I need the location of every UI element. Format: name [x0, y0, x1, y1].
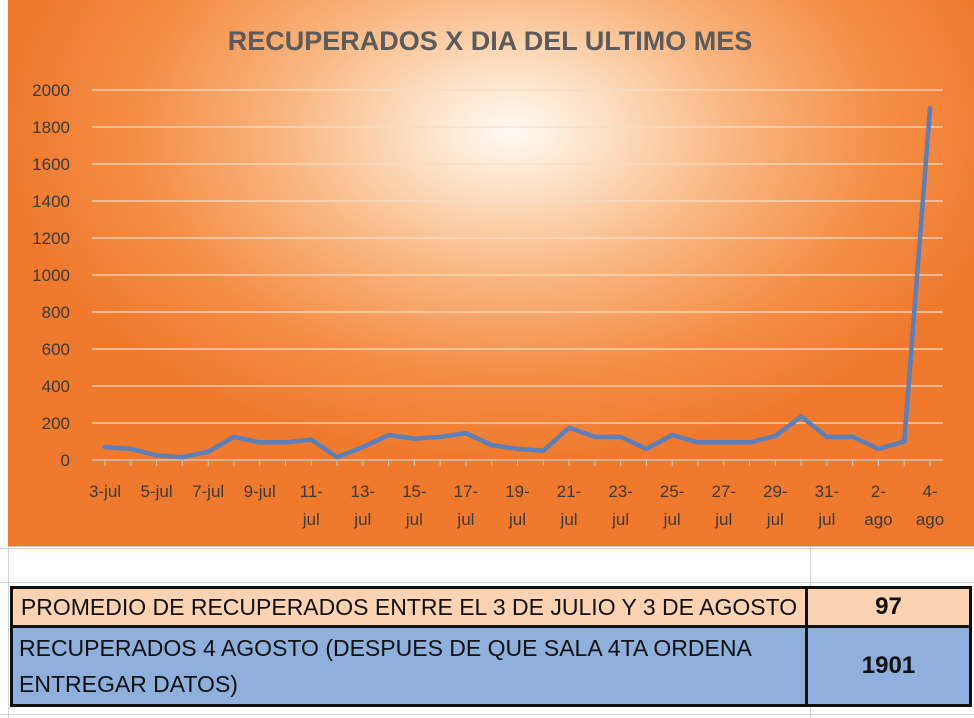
data-point [747, 440, 752, 445]
x-tick-label: 17-jul [454, 482, 479, 529]
data-point [309, 437, 314, 442]
x-tick-label: 2-ago [864, 482, 892, 529]
recovered-value: 1901 [805, 625, 972, 707]
data-point [618, 434, 623, 440]
table-row: PROMEDIO DE RECUPERADOS ENTRE EL 3 DE JU… [10, 586, 972, 628]
data-point [463, 430, 469, 436]
data-point [231, 434, 237, 440]
chart-series [102, 106, 933, 460]
x-tick-label: 13-jul [351, 482, 376, 529]
x-tick-label: 9-jul [244, 482, 276, 501]
y-tick-label: 1600 [32, 155, 70, 174]
x-tick-label: 5-jul [141, 482, 173, 501]
x-tick-label: 27-jul [711, 482, 736, 529]
x-tick-label: 3-jul [89, 482, 121, 501]
x-tick-label: 11-jul [300, 482, 323, 529]
x-axis-ticks: 3-jul 5-jul 7-jul 9-jul 11-jul 13-jul 15-jul 17… [89, 460, 944, 529]
y-tick-label: 1800 [32, 118, 70, 137]
x-tick-label: 4-ago [916, 482, 944, 529]
data-point [773, 433, 778, 439]
x-tick-label: 31-jul [815, 482, 840, 529]
y-tick-label: 800 [42, 303, 70, 322]
data-point [257, 440, 262, 445]
y-axis-ticks: 0 200 400 600 800 1000 1200 1400 1600 1800 2000 [32, 81, 70, 470]
data-point [798, 414, 804, 419]
data-point [541, 448, 546, 453]
data-point [695, 440, 701, 445]
data-point [386, 432, 391, 438]
data-point [824, 434, 830, 440]
line-chart: RECUPERADOS X DIA DEL ULTIMO MES 0 200 400… [32, 26, 944, 529]
data-point [721, 440, 726, 445]
data-point [592, 434, 598, 440]
recovered-label: RECUPERADOS 4 AGOSTO (DESPUES DE QUE SAL… [10, 625, 808, 707]
x-tick-label: 21-jul [557, 482, 582, 529]
y-tick-label: 600 [42, 340, 70, 359]
data-point [566, 425, 572, 430]
data-point [154, 453, 159, 458]
average-value: 97 [805, 586, 972, 628]
x-tick-label: 19-jul [505, 482, 530, 529]
data-point [102, 444, 108, 450]
y-tick-label: 2000 [32, 81, 70, 100]
data-point [334, 455, 340, 460]
data-point [437, 434, 443, 440]
data-point [876, 446, 881, 452]
x-tick-label: 15-jul [402, 482, 427, 529]
data-point [927, 106, 933, 111]
x-tick-label: 25-jul [660, 482, 685, 529]
y-tick-label: 1400 [32, 192, 70, 211]
data-point [489, 443, 494, 448]
y-tick-label: 400 [42, 377, 70, 396]
recovered-label-line2: ENTREGAR DATOS) [19, 671, 238, 697]
y-tick-label: 1000 [32, 266, 70, 285]
chart-area: RECUPERADOS X DIA DEL ULTIMO MES 0 200 400… [8, 0, 974, 547]
data-point [902, 439, 907, 444]
x-tick-label: 7-jul [192, 482, 224, 501]
summary-table: PROMEDIO DE RECUPERADOS ENTRE EL 3 DE JU… [10, 586, 972, 707]
y-tick-label: 200 [42, 414, 70, 433]
data-point [128, 446, 133, 452]
data-point [360, 444, 366, 450]
y-tick-label: 0 [61, 451, 70, 470]
recovered-label-line1: RECUPERADOS 4 AGOSTO (DESPUES DE QUE SAL… [19, 635, 752, 661]
data-point [283, 440, 288, 445]
chart-title: RECUPERADOS X DIA DEL ULTIMO MES [228, 26, 753, 56]
x-tick-label: 23-jul [608, 482, 633, 529]
average-label: PROMEDIO DE RECUPERADOS ENTRE EL 3 DE JU… [10, 586, 808, 628]
chart-gridlines [92, 89, 943, 461]
data-point [205, 449, 211, 454]
data-point [644, 446, 649, 452]
table-row: RECUPERADOS 4 AGOSTO (DESPUES DE QUE SAL… [10, 625, 972, 707]
data-point [412, 436, 417, 441]
y-tick-label: 1200 [32, 229, 70, 248]
data-point [180, 455, 185, 460]
data-point [850, 434, 855, 440]
series-line [102, 106, 933, 460]
x-tick-label: 29-jul [763, 482, 788, 529]
data-point [669, 432, 675, 438]
data-point [515, 446, 520, 452]
